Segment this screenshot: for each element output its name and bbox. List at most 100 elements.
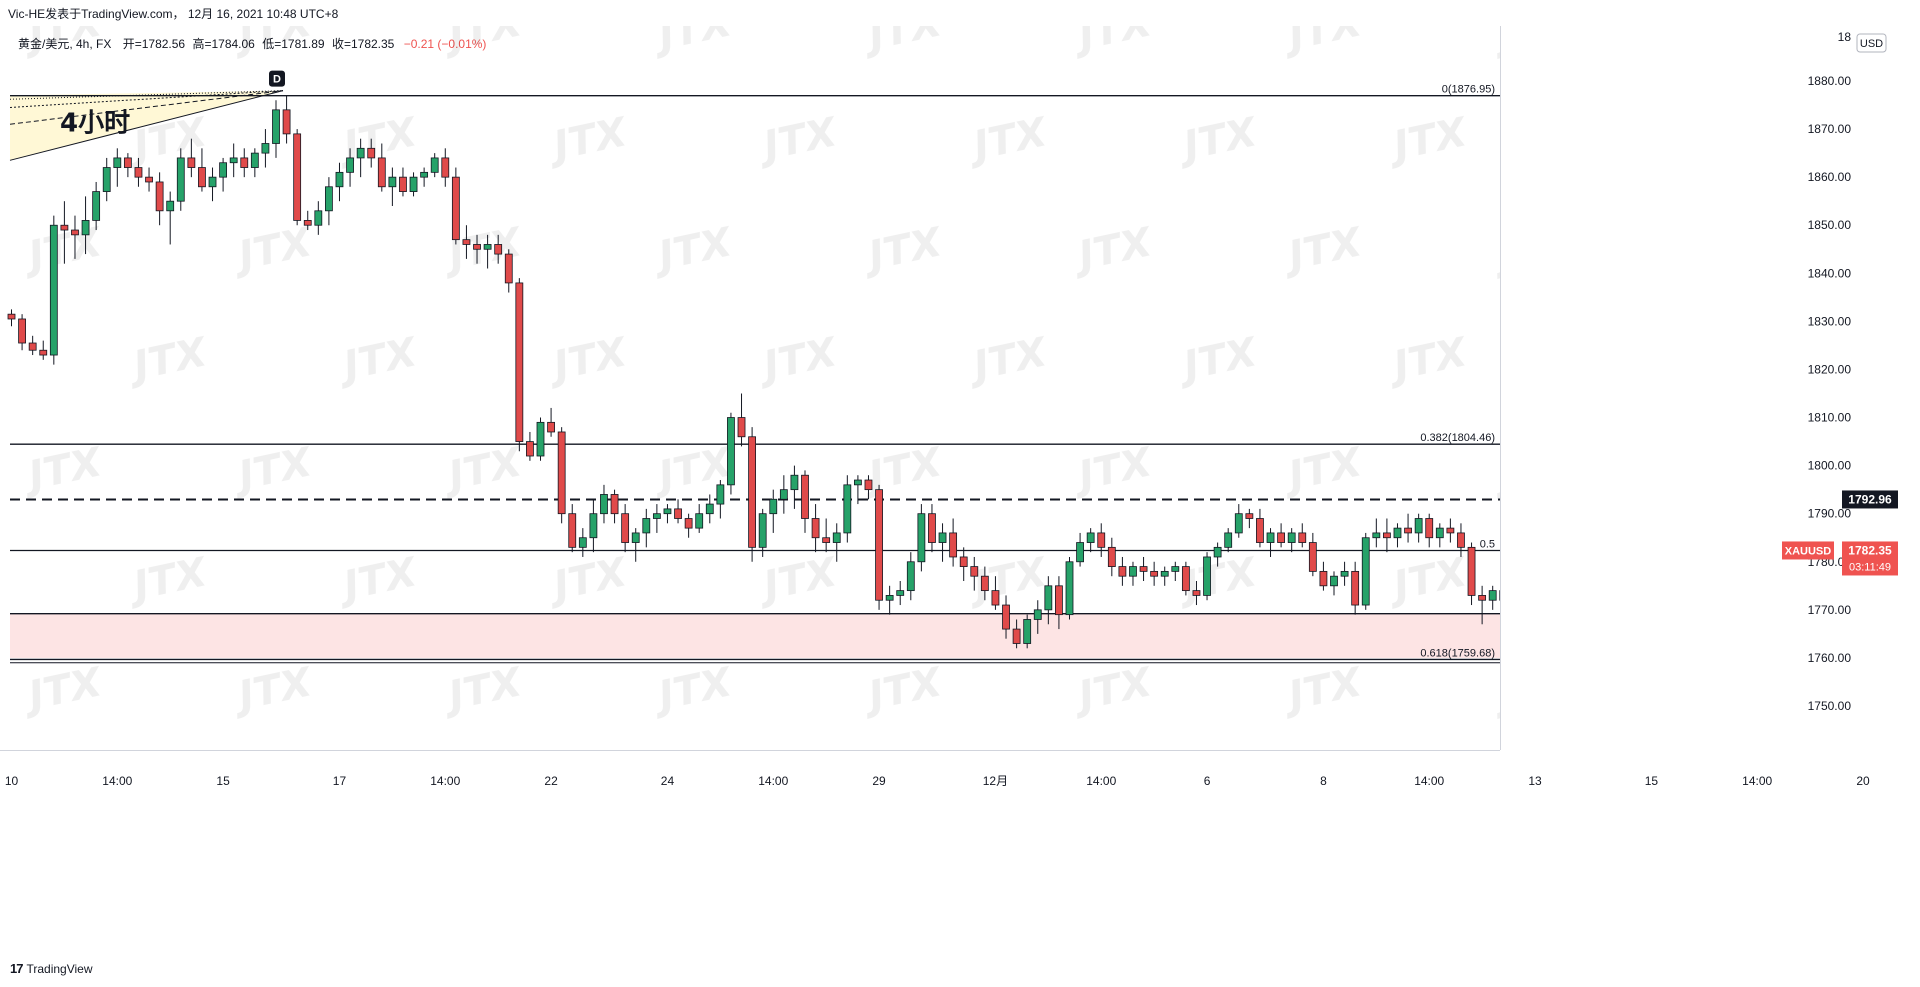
candle-down[interactable]	[1181, 566, 1190, 592]
candle-up[interactable]	[272, 109, 280, 144]
candle-up[interactable]	[716, 484, 725, 505]
candle-down[interactable]	[1457, 532, 1465, 548]
candle-up[interactable]	[536, 421, 545, 457]
candle-down[interactable]	[7, 313, 16, 320]
candle-up[interactable]	[589, 513, 598, 539]
candle-down[interactable]	[959, 556, 968, 567]
candle-down[interactable]	[377, 157, 386, 188]
candle-up[interactable]	[1203, 556, 1211, 596]
candle-down[interactable]	[526, 441, 534, 457]
candle-up[interactable]	[1488, 590, 1497, 601]
candle-down[interactable]	[1446, 527, 1455, 534]
candle-down[interactable]	[1425, 518, 1434, 539]
candle-up[interactable]	[346, 157, 354, 173]
marker-badge-icon[interactable]	[269, 70, 285, 87]
symbol-name[interactable]: 黄金/美元, 4h, FX	[18, 37, 112, 51]
candle-up[interactable]	[642, 518, 651, 534]
candle-up[interactable]	[1330, 575, 1338, 587]
chart-area[interactable]: JTX JTX JTX JTX JTX JTX JTX JTX JTX JTX JTX JTX JTX J…	[0, 0, 1920, 956]
candle-up[interactable]	[769, 498, 778, 515]
candle-up[interactable]	[790, 474, 799, 491]
candle-down[interactable]	[367, 147, 376, 159]
candle-up[interactable]	[314, 210, 323, 226]
candle-down[interactable]	[399, 176, 407, 192]
candle-up[interactable]	[49, 224, 58, 356]
candle-up[interactable]	[1340, 570, 1349, 577]
candle-up[interactable]	[1361, 537, 1370, 606]
candle-up[interactable]	[430, 157, 439, 173]
candle-up[interactable]	[409, 176, 418, 192]
candle-down[interactable]	[1404, 527, 1412, 534]
candle-down[interactable]	[1097, 532, 1106, 548]
candle-down[interactable]	[1298, 532, 1307, 543]
candle-down[interactable]	[875, 489, 883, 601]
candle-up[interactable]	[1044, 585, 1053, 611]
candle-down[interactable]	[864, 479, 873, 491]
candle-down[interactable]	[928, 513, 936, 543]
candle-down[interactable]	[737, 417, 746, 438]
candle-down[interactable]	[39, 349, 48, 356]
candle-down[interactable]	[1319, 570, 1328, 587]
candle-up[interactable]	[1076, 542, 1084, 563]
candle-up[interactable]	[250, 152, 259, 168]
candle-down[interactable]	[18, 318, 26, 344]
candle-down[interactable]	[949, 532, 958, 558]
candle-down[interactable]	[621, 513, 630, 543]
candle-down[interactable]	[71, 229, 79, 236]
candle-up[interactable]	[229, 157, 238, 164]
candle-down[interactable]	[155, 181, 164, 212]
candle-down[interactable]	[568, 513, 577, 548]
candle-down[interactable]	[60, 224, 69, 231]
candle-up[interactable]	[1287, 532, 1296, 543]
candle-up[interactable]	[1234, 513, 1243, 534]
candle-down[interactable]	[240, 157, 249, 168]
candle-down[interactable]	[134, 167, 143, 178]
candle-down[interactable]	[1192, 590, 1201, 596]
candle-up[interactable]	[727, 417, 735, 486]
candle-up[interactable]	[1129, 566, 1137, 577]
candle-up[interactable]	[1160, 570, 1169, 577]
candle-up[interactable]	[600, 494, 608, 515]
candle-up[interactable]	[324, 186, 333, 212]
candle-up[interactable]	[1023, 619, 1032, 644]
candle-up[interactable]	[1213, 546, 1222, 558]
candle-up[interactable]	[81, 220, 90, 236]
candle-up[interactable]	[705, 503, 714, 515]
candle-down[interactable]	[282, 109, 291, 135]
candle-down[interactable]	[610, 494, 619, 515]
candle-down[interactable]	[557, 431, 566, 515]
candle-down[interactable]	[1002, 604, 1010, 630]
symbol-tag[interactable]	[1782, 541, 1834, 560]
candle-down[interactable]	[970, 566, 979, 577]
candle-down[interactable]	[1118, 566, 1127, 577]
candle-down[interactable]	[811, 518, 820, 539]
candle-down[interactable]	[1467, 546, 1476, 596]
candle-up[interactable]	[1224, 532, 1233, 548]
candle-up[interactable]	[102, 167, 111, 192]
candle-down[interactable]	[1351, 570, 1360, 606]
candle-down[interactable]	[801, 474, 809, 519]
candle-down[interactable]	[187, 157, 196, 168]
candle-down[interactable]	[1055, 585, 1063, 616]
candle-up[interactable]	[166, 200, 175, 212]
candle-down[interactable]	[145, 176, 153, 183]
candle-up[interactable]	[832, 532, 841, 543]
candle-down[interactable]	[473, 244, 481, 250]
candle-up[interactable]	[1086, 532, 1095, 543]
candle-down[interactable]	[1478, 595, 1487, 601]
tradingview-brand[interactable]: TradingView	[26, 961, 93, 976]
tradingview-logo-icon[interactable]: 17	[10, 961, 24, 976]
candle-up[interactable]	[663, 508, 672, 515]
candle-up[interactable]	[92, 191, 101, 221]
candle-up[interactable]	[695, 513, 704, 529]
candle-down[interactable]	[1308, 542, 1317, 572]
candle-up[interactable]	[1266, 532, 1275, 543]
candle-up[interactable]	[208, 176, 217, 188]
candle-up[interactable]	[758, 513, 767, 548]
candle-down[interactable]	[1107, 546, 1116, 567]
candle-up[interactable]	[854, 479, 862, 486]
candle-up[interactable]	[885, 595, 894, 601]
candle-up[interactable]	[1065, 561, 1074, 616]
candle-down[interactable]	[1256, 518, 1264, 543]
candle-up[interactable]	[335, 171, 344, 188]
